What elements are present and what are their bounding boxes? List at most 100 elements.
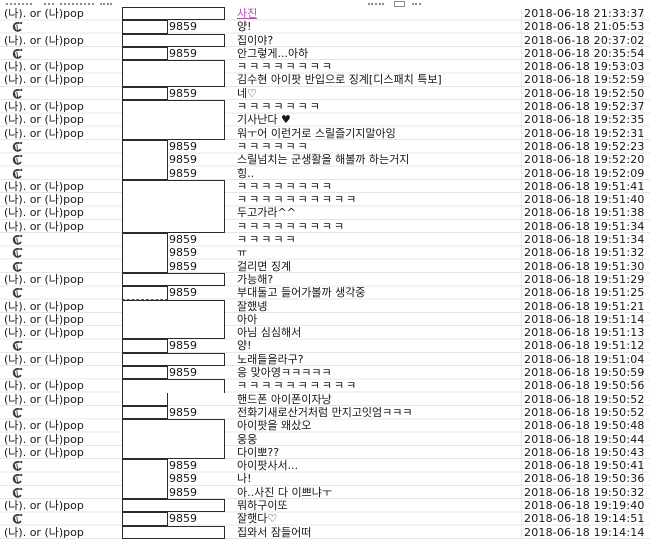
message-text: 양! xyxy=(237,339,252,353)
sender-emoji xyxy=(4,472,120,485)
timestamp: 2018-06-18 19:50:43 xyxy=(524,445,645,459)
timestamp: 2018-06-18 19:50:59 xyxy=(524,366,645,380)
message-text: ㅋㅋㅋㅋㅋㅋㅋㅋㅋㅋ xyxy=(237,379,359,393)
redaction-box xyxy=(122,113,225,127)
redaction-box xyxy=(122,339,168,353)
masked-number-digits: 9859 xyxy=(169,485,197,499)
timestamp: 2018-06-18 19:50:36 xyxy=(524,472,645,486)
sender-emoji xyxy=(4,246,120,259)
timestamp: 2018-06-18 20:37:02 xyxy=(524,33,645,47)
chat-row: (나). or (나)pop 집이야? 2018-06-18 20:37:02 xyxy=(0,33,650,47)
message-text: 웅웅 xyxy=(237,432,258,446)
shrimp-emoji-icon xyxy=(12,168,23,179)
timestamp: 2018-06-18 19:51:12 xyxy=(524,339,645,353)
shrimp-emoji-icon xyxy=(12,155,23,165)
chat-row: 9859 아..사진 다 이쁘냐ㅜ 2018-06-18 19:50:32 xyxy=(0,485,650,499)
masked-number-digits: 9859 xyxy=(169,339,197,353)
text-remnant xyxy=(368,3,384,5)
message-text: 안그렇게...아하 xyxy=(237,46,309,60)
timestamp: 2018-06-18 19:52:31 xyxy=(524,126,645,140)
timestamp: 2018-06-18 19:50:52 xyxy=(524,405,645,419)
chat-row: (나). or (나)pop 아아 2018-06-18 19:51:14 xyxy=(0,312,650,327)
timestamp: 2018-06-18 19:50:44 xyxy=(524,432,645,446)
masked-number-digits: 9859 xyxy=(169,259,197,273)
chat-row: 9859 ㅋㅋㅋㅋㅋㅋ 2018-06-18 19:52:23 xyxy=(0,139,650,154)
sender-name: (나). or (나)pop xyxy=(4,60,84,74)
message-text: 워ㅜ어 이런거로 스릴즐기지말아잉 xyxy=(237,126,396,140)
sender-emoji xyxy=(4,459,120,472)
sender-name: (나). or (나)pop xyxy=(4,113,84,127)
message-text: ㅋㅋㅋㅋㅋㅋㅋ xyxy=(237,100,322,114)
sender-name: (나). or (나)pop xyxy=(4,299,84,313)
chat-rows: (나). or (나)pop 사진 2018-06-18 21:33:37 9859 양… xyxy=(0,7,650,539)
message-text: 응 맞아영ㅋㅋㅋㅋㅋ xyxy=(237,366,332,380)
redaction-box xyxy=(122,512,168,526)
chat-row: 9859 힝.. 2018-06-18 19:52:09 xyxy=(0,166,650,180)
chat-row: 9859 스릴넘치는 군생활을 해볼까 하는거지 2018-06-18 19:52:… xyxy=(0,153,650,167)
sender-name: (나). or (나)pop xyxy=(4,206,84,220)
redaction-box xyxy=(122,179,225,194)
message-text: 아이팟사서... xyxy=(237,459,299,473)
shrimp-emoji-icon xyxy=(12,474,23,485)
message-text: 집이야? xyxy=(237,33,274,47)
chat-row: (나). or (나)pop 두고가라^^ 2018-06-18 19:51:38 xyxy=(0,206,650,220)
chat-row: (나). or (나)pop 잘했넹 2018-06-18 19:51:21 xyxy=(0,299,650,313)
message-text: ㅋㅋㅋㅋㅋㅋㅋㅋ xyxy=(237,179,334,193)
redaction-box xyxy=(122,206,225,220)
message-text: 양! xyxy=(237,20,252,34)
shrimp-emoji-icon xyxy=(12,514,23,524)
redaction-box xyxy=(122,233,168,247)
message-text: 힝.. xyxy=(237,166,255,180)
redaction-box xyxy=(122,392,168,406)
masked-number-digits: 9859 xyxy=(169,459,197,473)
timestamp: 2018-06-18 19:50:52 xyxy=(524,392,645,406)
redaction-box xyxy=(122,405,168,420)
sender-name: (나). or (나)pop xyxy=(4,326,84,340)
shrimp-emoji-icon xyxy=(12,460,23,471)
message-text: 아이팟을 왜샀오 xyxy=(237,419,312,433)
message-text: ㅋㅋㅋㅋㅋㅋ xyxy=(237,139,310,153)
redaction-box xyxy=(122,139,168,154)
redaction-box xyxy=(122,352,225,367)
redaction-box xyxy=(122,445,225,460)
timestamp: 2018-06-18 19:51:25 xyxy=(524,286,645,300)
chat-row: (나). or (나)pop 뭐하구이또 2018-06-18 19:19:40 xyxy=(0,498,650,513)
redaction-box xyxy=(122,299,225,313)
redaction-box xyxy=(122,166,168,180)
message-text: 가능해? xyxy=(237,272,274,286)
chat-row: 9859 아이팟사서... 2018-06-18 19:50:41 xyxy=(0,459,650,473)
chat-row: 9859 양! 2018-06-18 19:51:12 xyxy=(0,339,650,353)
timestamp: 2018-06-18 19:14:14 xyxy=(524,525,645,539)
sender-name: (나). or (나)pop xyxy=(4,219,84,233)
message-text: 두고가라^^ xyxy=(237,206,296,220)
photo-link[interactable]: 사진 xyxy=(237,7,258,20)
message-text: 잘햇다♡ xyxy=(237,512,278,526)
chat-row: (나). or (나)pop 핸드폰 아이폰이자낭 2018-06-18 19:50… xyxy=(0,392,650,406)
chat-row: (나). or (나)pop 다이뽀?? 2018-06-18 19:50:43 xyxy=(0,445,650,460)
masked-number-digits: 9859 xyxy=(169,166,197,180)
sender-name: (나). or (나)pop xyxy=(4,352,84,366)
masked-number-digits: 9859 xyxy=(169,139,197,153)
timestamp: 2018-06-18 19:19:40 xyxy=(524,498,645,512)
chat-row: (나). or (나)pop ㅋㅋㅋㅋㅋㅋㅋㅋㅋㅋ 2018-06-18 19:51… xyxy=(0,193,650,207)
sender-name: (나). or (나)pop xyxy=(4,432,84,446)
redaction-box xyxy=(122,126,225,140)
chat-row: 9859 나! 2018-06-18 19:50:36 xyxy=(0,472,650,486)
message-text: 잘했넹 xyxy=(237,299,268,313)
chat-row: (나). or (나)pop ㅋㅋㅋㅋㅋㅋㅋㅋ 2018-06-18 19:51:4… xyxy=(0,179,650,194)
sender-name: (나). or (나)pop xyxy=(4,272,84,286)
masked-number-digits: 9859 xyxy=(169,86,197,100)
shrimp-emoji-icon xyxy=(12,407,23,418)
timestamp: 2018-06-18 19:14:51 xyxy=(524,512,645,526)
masked-number-digits: 9859 xyxy=(169,246,197,260)
message-text: 노래들을라구? xyxy=(237,352,304,366)
shrimp-emoji-icon xyxy=(12,48,23,59)
timestamp: 2018-06-18 19:51:14 xyxy=(524,312,645,326)
sender-emoji xyxy=(4,140,120,153)
chat-row: (나). or (나)pop ㅋㅋㅋㅋㅋㅋㅋ 2018-06-18 19:52:37 xyxy=(0,100,650,114)
masked-number-digits: 9859 xyxy=(169,286,197,300)
message-text: 네♡ xyxy=(237,86,257,100)
message-text: 뭐하구이또 xyxy=(237,498,288,512)
message-cell: 사진 xyxy=(237,7,517,20)
